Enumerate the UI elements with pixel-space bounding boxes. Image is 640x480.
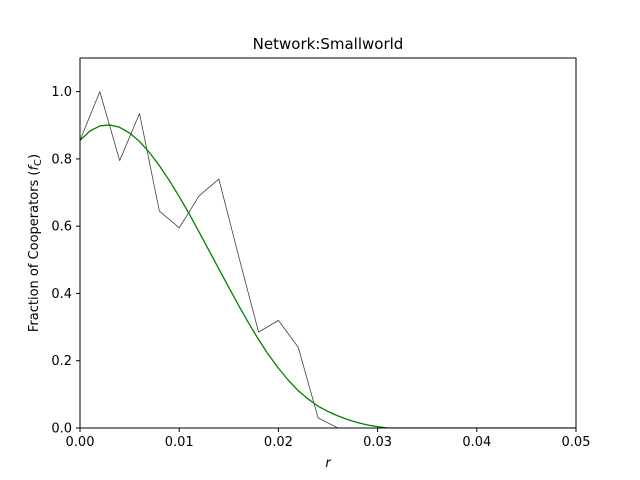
x-tick-label: 0.02 xyxy=(264,435,293,450)
y-tick-label: 0.4 xyxy=(51,287,72,302)
y-tick-label: 0.8 xyxy=(51,152,72,167)
series-layer xyxy=(80,91,576,428)
plot-frame xyxy=(79,57,577,429)
x-tick-label: 0.01 xyxy=(165,435,194,450)
y-axis-label-subscript: C xyxy=(33,159,44,166)
plot-area xyxy=(79,57,577,429)
series-line-simulation xyxy=(80,91,576,428)
chart-title: Network:Smallworld xyxy=(253,35,404,53)
y-tick-label: 0.0 xyxy=(51,422,72,437)
y-axis: 0.0 0.2 0.4 0.6 0.8 1.0 xyxy=(51,85,80,437)
y-tick-label: 1.0 xyxy=(51,85,72,100)
series-line-fit xyxy=(80,124,576,428)
y-axis-label: Fraction of Cooperators (fC) xyxy=(27,154,44,332)
x-axis: 0.00 0.01 0.02 0.03 0.04 0.05 xyxy=(66,428,591,450)
x-axis-label: r xyxy=(325,456,332,471)
y-axis-label-symbol: f xyxy=(27,164,42,171)
y-tick-label: 0.6 xyxy=(51,220,72,235)
y-tick-label: 0.2 xyxy=(51,354,72,369)
x-tick-label: 0.05 xyxy=(562,435,591,450)
y-axis-label-main: Fraction of Cooperators ( xyxy=(27,171,42,333)
x-tick-label: 0.03 xyxy=(363,435,392,450)
y-axis-label-end: ) xyxy=(27,154,42,159)
x-tick-label: 0.04 xyxy=(462,435,491,450)
x-tick-label: 0.00 xyxy=(66,435,95,450)
